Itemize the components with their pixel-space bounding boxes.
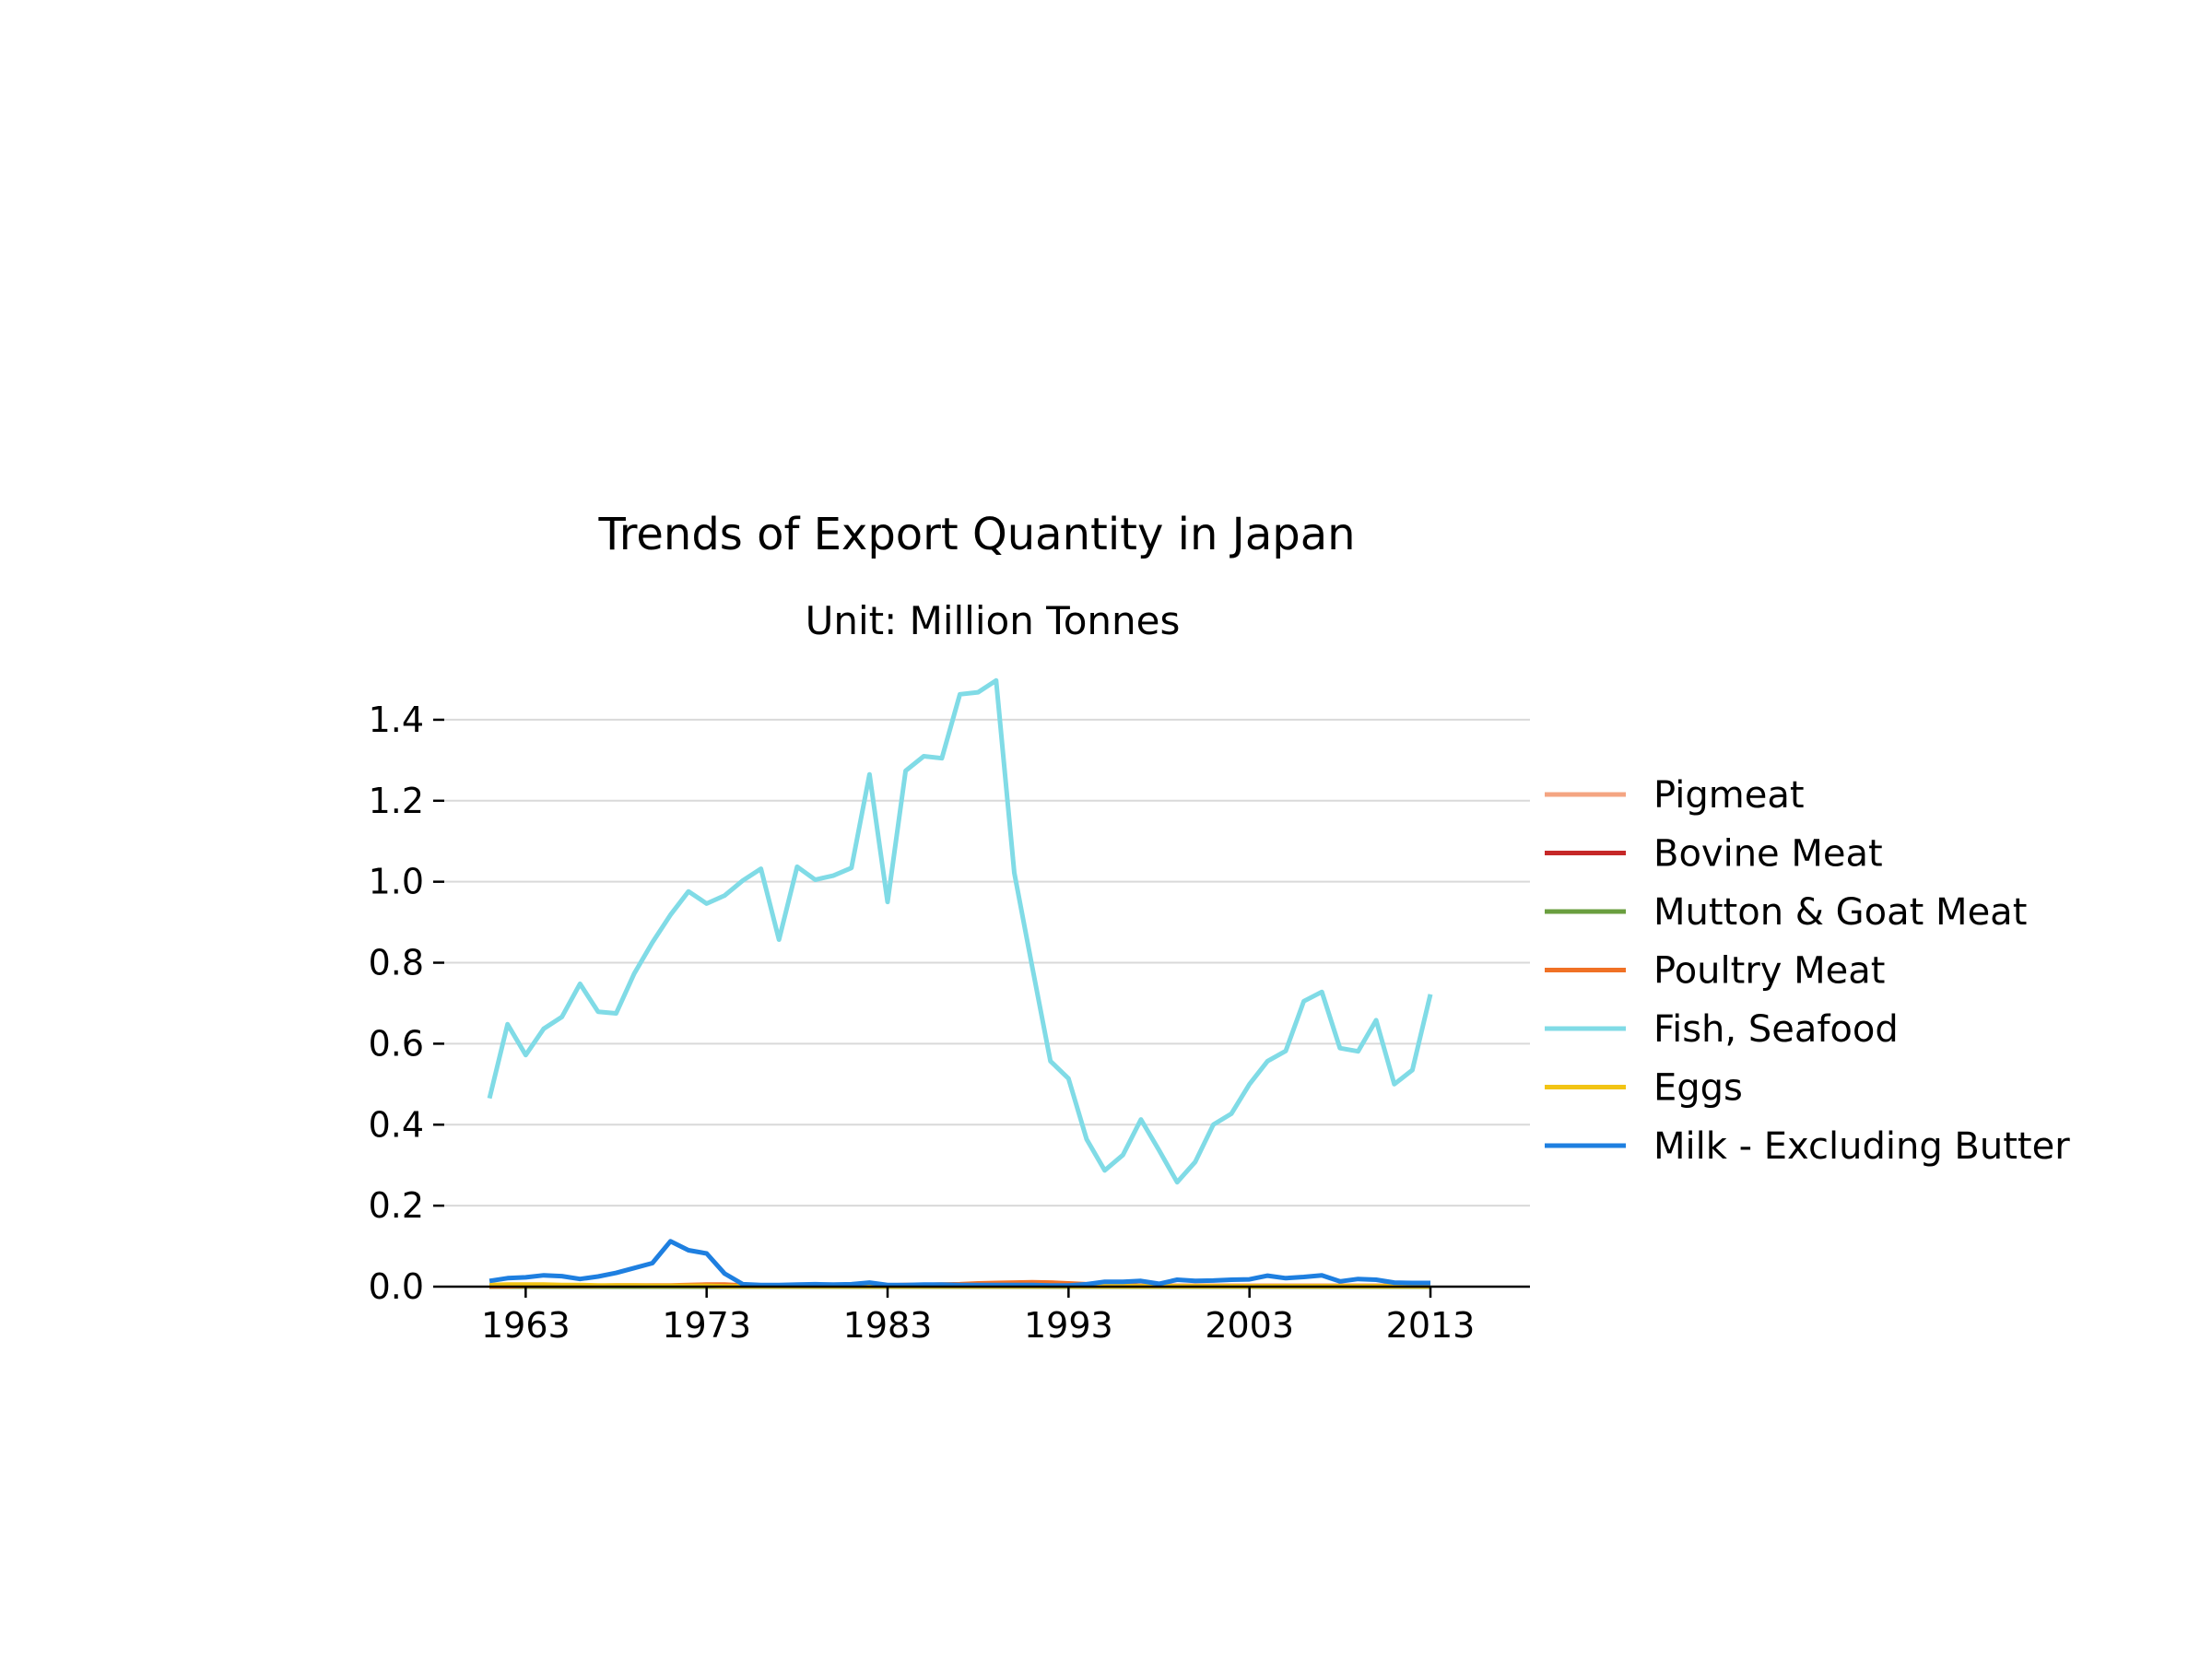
legend: Pigmeat Bovine Meat Mutton & Goat Meat Poul…: [1545, 774, 2070, 1168]
y-tick-label: 1.4: [369, 700, 424, 740]
series-line-6: [488, 1239, 1430, 1288]
legend-label: Milk - Excluding Butter: [1653, 1125, 2070, 1168]
y-tick-label: 0.2: [369, 1185, 424, 1226]
legend-label: Poultry Meat: [1653, 950, 1885, 993]
x-tick-label: 1993: [1024, 1305, 1113, 1346]
y-tick-label: 0.0: [369, 1266, 424, 1307]
legend-label: Fish, Seafood: [1653, 1008, 1899, 1051]
x-tick-label: 1973: [662, 1305, 751, 1346]
y-tick-label: 0.4: [369, 1104, 424, 1145]
series-lines: [487, 677, 1433, 1289]
x-tick-label: 2013: [1386, 1305, 1476, 1346]
x-tick-label: 1963: [481, 1305, 571, 1346]
grid-lines: [444, 718, 1530, 1207]
x-tick-label: 2003: [1205, 1305, 1294, 1346]
x-tick-label: 1983: [843, 1305, 933, 1346]
series-line-4: [487, 677, 1433, 1185]
y-tick-label: 1.2: [369, 781, 424, 821]
legend-label: Pigmeat: [1653, 774, 1805, 817]
y-tick-label: 0.8: [369, 943, 424, 983]
chart-subtitle: Unit: Million Tonnes: [806, 598, 1181, 643]
axes: 0.0 0.2 0.4 0.6 0.8 1.0 1.2 1.4 1963 1973 1983 1993…: [369, 700, 1530, 1346]
y-tick-label: 1.0: [369, 862, 424, 902]
legend-label: Bovine Meat: [1653, 833, 1883, 876]
y-tick-label: 0.6: [369, 1023, 424, 1064]
legend-label: Mutton & Goat Meat: [1653, 891, 2027, 934]
legend-label: Eggs: [1653, 1067, 1743, 1110]
chart-title: Trends of Export Quantity in Japan: [597, 509, 1355, 560]
